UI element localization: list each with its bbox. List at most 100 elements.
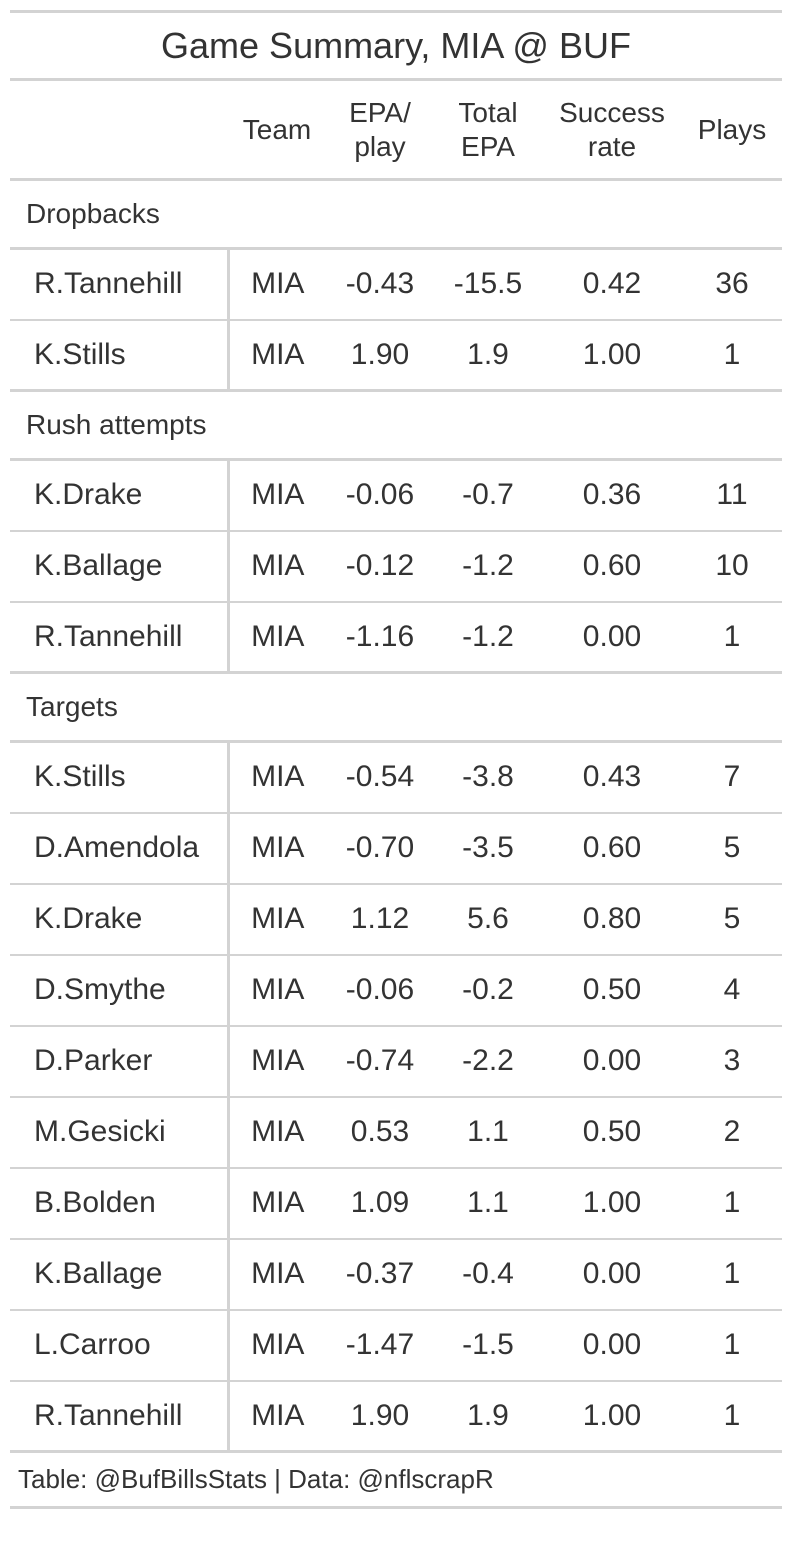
player-cell: R.Tannehill [10, 248, 230, 321]
player-cell: K.Ballage [10, 1238, 230, 1311]
player-cell: B.Bolden [10, 1167, 230, 1240]
table-row: K.Stills MIA 1.90 1.9 1.00 1 [10, 319, 782, 392]
team-cell: MIA [228, 319, 326, 392]
team-cell: MIA [228, 459, 326, 532]
success-rate-cell: 0.60 [542, 812, 682, 885]
table-row: B.Bolden MIA 1.09 1.1 1.00 1 [10, 1167, 782, 1240]
plays-cell: 5 [682, 812, 782, 885]
epa-per-play-cell: -0.54 [326, 741, 434, 814]
team-cell: MIA [228, 1025, 326, 1098]
success-rate-cell: 1.00 [542, 1167, 682, 1240]
table-row: D.Amendola MIA -0.70 -3.5 0.60 5 [10, 812, 782, 885]
plays-cell: 36 [682, 248, 782, 321]
epa-per-play-cell: 0.53 [326, 1096, 434, 1169]
column-header-row: Team EPA/play Total EPA Success rate Plays [10, 81, 782, 181]
table-row: D.Smythe MIA -0.06 -0.2 0.50 4 [10, 954, 782, 1027]
group-header-row: Dropbacks [10, 179, 782, 250]
epa-per-play-cell: 1.12 [326, 883, 434, 956]
team-cell: MIA [228, 954, 326, 1027]
plays-cell: 2 [682, 1096, 782, 1169]
plays-cell: 1 [682, 1309, 782, 1382]
column-header-line: Plays [697, 113, 767, 145]
plays-cell: 4 [682, 954, 782, 1027]
column-header-success-rate: Success rate [542, 81, 682, 181]
epa-per-play-cell: -0.74 [326, 1025, 434, 1098]
total-epa-cell: -0.2 [434, 954, 542, 1027]
column-header-line: Team [242, 113, 312, 145]
team-cell: MIA [228, 1238, 326, 1311]
success-rate-cell: 0.50 [542, 1096, 682, 1169]
table-title: Game Summary, MIA @ BUF [10, 10, 782, 81]
player-cell: D.Smythe [10, 954, 230, 1027]
player-cell: D.Amendola [10, 812, 230, 885]
player-cell: R.Tannehill [10, 601, 230, 674]
table-row: K.Ballage MIA -0.12 -1.2 0.60 10 [10, 530, 782, 603]
table-row: K.Ballage MIA -0.37 -0.4 0.00 1 [10, 1238, 782, 1311]
team-cell: MIA [228, 1380, 326, 1453]
total-epa-cell: 1.1 [434, 1096, 542, 1169]
table-row: R.Tannehill MIA -1.16 -1.2 0.00 1 [10, 601, 782, 674]
team-cell: MIA [228, 812, 326, 885]
total-epa-cell: 5.6 [434, 883, 542, 956]
total-epa-cell: 1.9 [434, 319, 542, 392]
group-label: Targets [10, 672, 782, 743]
summary-table: Team EPA/play Total EPA Success rate Plays Dro… [10, 81, 782, 1453]
success-rate-cell: 0.50 [542, 954, 682, 1027]
success-rate-cell: 0.80 [542, 883, 682, 956]
epa-per-play-cell: -0.06 [326, 459, 434, 532]
team-cell: MIA [228, 1309, 326, 1382]
epa-per-play-cell: -0.43 [326, 248, 434, 321]
plays-cell: 11 [682, 459, 782, 532]
player-cell: M.Gesicki [10, 1096, 230, 1169]
group-label: Rush attempts [10, 390, 782, 461]
column-header-line: rate [587, 130, 637, 162]
column-header-line: Total [458, 96, 518, 128]
total-epa-cell: -0.4 [434, 1238, 542, 1311]
total-epa-cell: -3.5 [434, 812, 542, 885]
success-rate-cell: 0.00 [542, 1238, 682, 1311]
player-cell: R.Tannehill [10, 1380, 230, 1453]
success-rate-cell: 0.00 [542, 601, 682, 674]
plays-cell: 1 [682, 1167, 782, 1240]
player-cell: K.Stills [10, 741, 230, 814]
column-header-line: Success [559, 96, 665, 128]
success-rate-cell: 1.00 [542, 319, 682, 392]
total-epa-cell: 1.9 [434, 1380, 542, 1453]
epa-per-play-cell: 1.90 [326, 319, 434, 392]
plays-cell: 1 [682, 319, 782, 392]
success-rate-cell: 0.43 [542, 741, 682, 814]
player-cell: K.Stills [10, 319, 230, 392]
team-cell: MIA [228, 883, 326, 956]
team-cell: MIA [228, 530, 326, 603]
plays-cell: 7 [682, 741, 782, 814]
epa-per-play-cell: -1.16 [326, 601, 434, 674]
success-rate-cell: 1.00 [542, 1380, 682, 1453]
epa-per-play-cell: -1.47 [326, 1309, 434, 1382]
success-rate-cell: 0.42 [542, 248, 682, 321]
total-epa-cell: -1.2 [434, 601, 542, 674]
success-rate-cell: 0.36 [542, 459, 682, 532]
column-header-plays: Plays [682, 81, 782, 181]
plays-cell: 3 [682, 1025, 782, 1098]
column-header-epa-per-play: EPA/play [326, 81, 434, 181]
table-row: R.Tannehill MIA 1.90 1.9 1.00 1 [10, 1380, 782, 1453]
player-cell: D.Parker [10, 1025, 230, 1098]
table-row: K.Drake MIA -0.06 -0.7 0.36 11 [10, 459, 782, 532]
epa-per-play-cell: -0.70 [326, 812, 434, 885]
table-row: D.Parker MIA -0.74 -2.2 0.00 3 [10, 1025, 782, 1098]
team-cell: MIA [228, 1167, 326, 1240]
player-cell: K.Drake [10, 459, 230, 532]
table-row: R.Tannehill MIA -0.43 -15.5 0.42 36 [10, 248, 782, 321]
column-header-total-epa: Total EPA [434, 81, 542, 181]
source-note: Table: @BufBillsStats | Data: @nflscrapR [10, 1453, 782, 1509]
team-cell: MIA [228, 741, 326, 814]
total-epa-cell: -15.5 [434, 248, 542, 321]
player-cell: L.Carroo [10, 1309, 230, 1382]
group-header-row: Rush attempts [10, 390, 782, 461]
group-label: Dropbacks [10, 179, 782, 250]
plays-cell: 1 [682, 1380, 782, 1453]
plays-cell: 1 [682, 1238, 782, 1311]
player-cell: K.Drake [10, 883, 230, 956]
team-cell: MIA [228, 601, 326, 674]
total-epa-cell: -2.2 [434, 1025, 542, 1098]
